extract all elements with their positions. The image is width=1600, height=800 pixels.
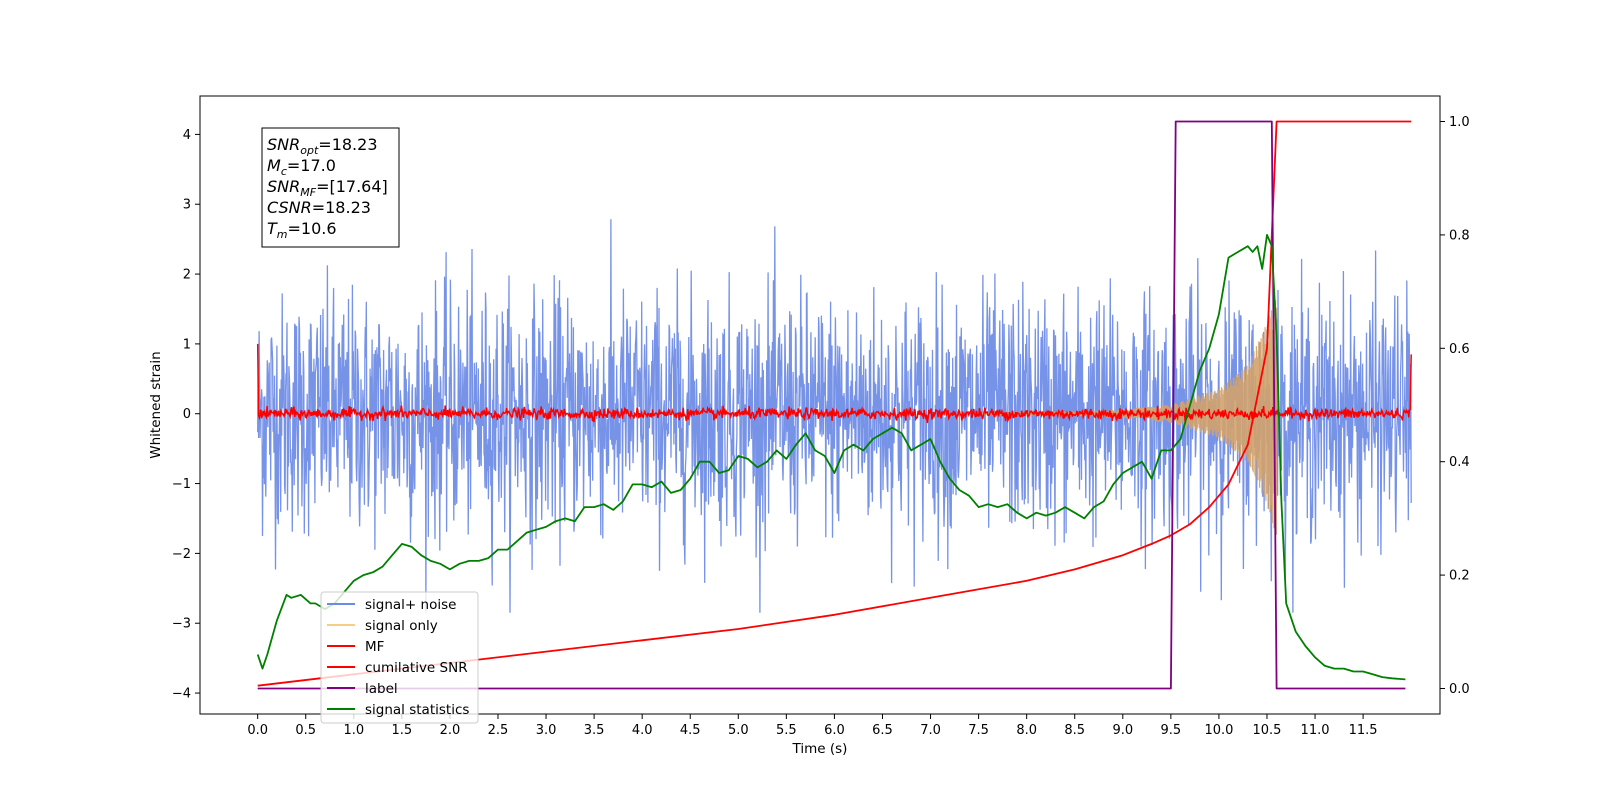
y-axis-right: 0.0 0.2 0.4 0.6 0.8 1.0	[1440, 115, 1470, 697]
series-layer	[256, 120, 1412, 690]
y2-tick-label: 1.0	[1449, 115, 1470, 130]
x-tick-label: 6.5	[872, 723, 893, 738]
legend-label: label	[365, 681, 398, 697]
info-line: CSNR=18.23	[267, 198, 371, 217]
info-box-frame	[261, 127, 400, 248]
info-line: Tm=10.6	[267, 219, 337, 241]
x-tick-label: 8.0	[1016, 723, 1037, 738]
legend: signal+ noise signal only MF cumilative SNR…	[320, 591, 479, 724]
x-tick-label: 0.0	[247, 723, 268, 738]
x-axis: 0.0 0.5 1.0 1.5 2.0 2.5 3.0 3.5 4.0 4.5 5.0 5.5 6.0 6…	[247, 714, 1378, 738]
x-tick-label: 10.5	[1253, 723, 1282, 738]
y2-tick-label: 0.4	[1449, 455, 1470, 470]
y2-tick-label: 0.2	[1449, 569, 1470, 584]
x-tick-label: 10.0	[1204, 723, 1233, 738]
y-tick-label: 0	[183, 407, 191, 422]
y-tick-label: 3	[183, 198, 191, 213]
x-tick-label: 9.0	[1112, 723, 1133, 738]
legend-label: signal only	[365, 618, 438, 634]
legend-label: cumilative SNR	[365, 660, 468, 676]
y2-tick-label: 0.0	[1449, 682, 1470, 697]
info-line: SNRopt=18.23	[267, 135, 378, 157]
x-tick-label: 5.0	[728, 723, 749, 738]
series-signal-noise	[257, 219, 1412, 613]
y2-tick-label: 0.8	[1449, 228, 1470, 243]
x-tick-label: 7.5	[968, 723, 989, 738]
y-axis-left: −4 −3 −2 −1 0 1 2 3 4	[172, 128, 200, 702]
y2-tick-label: 0.6	[1449, 342, 1470, 357]
y-tick-label: 4	[183, 128, 191, 143]
x-tick-label: 7.0	[920, 723, 941, 738]
plot-frame	[199, 95, 1441, 715]
y-tick-label: −1	[172, 477, 191, 492]
x-tick-label: 2.5	[488, 723, 509, 738]
y-tick-label: 2	[183, 268, 191, 283]
series-mf	[256, 343, 1412, 424]
x-tick-label: 4.5	[680, 723, 701, 738]
legend-label: signal statistics	[365, 702, 469, 718]
x-tick-label: 5.5	[776, 723, 797, 738]
x-tick-label: 6.0	[824, 723, 845, 738]
x-tick-label: 9.5	[1161, 723, 1182, 738]
y-tick-label: −2	[172, 547, 191, 562]
y-tick-label: −4	[172, 687, 191, 702]
series-label	[257, 120, 1406, 690]
x-tick-label: 11.5	[1349, 723, 1378, 738]
x-tick-label: 3.0	[536, 723, 557, 738]
x-tick-label: 2.0	[440, 723, 461, 738]
x-tick-label: 8.5	[1064, 723, 1085, 738]
x-tick-label: 1.5	[392, 723, 413, 738]
x-tick-label: 0.5	[295, 723, 316, 738]
x-tick-label: 1.0	[343, 723, 364, 738]
info-box: SNRopt=18.23Mc=17.0SNRMF=[17.64]CSNR=18.…	[261, 127, 400, 248]
x-axis-label: Time (s)	[792, 741, 848, 757]
series-signal-only	[978, 300, 1278, 535]
x-tick-label: 11.0	[1301, 723, 1330, 738]
info-line: Mc=17.0	[267, 156, 336, 178]
info-line: SNRMF=[17.64]	[267, 177, 388, 199]
legend-frame	[320, 591, 479, 724]
series-signal-statistics	[256, 234, 1406, 681]
y-axis-label: Whitened strain	[148, 351, 164, 458]
y-tick-label: 1	[183, 337, 191, 352]
y-tick-label: −3	[172, 617, 191, 632]
legend-label: MF	[365, 639, 384, 655]
x-tick-label: 4.0	[632, 723, 653, 738]
legend-label: signal+ noise	[365, 597, 456, 613]
series-cumulative-snr	[257, 120, 1412, 687]
x-tick-label: 3.5	[584, 723, 605, 738]
